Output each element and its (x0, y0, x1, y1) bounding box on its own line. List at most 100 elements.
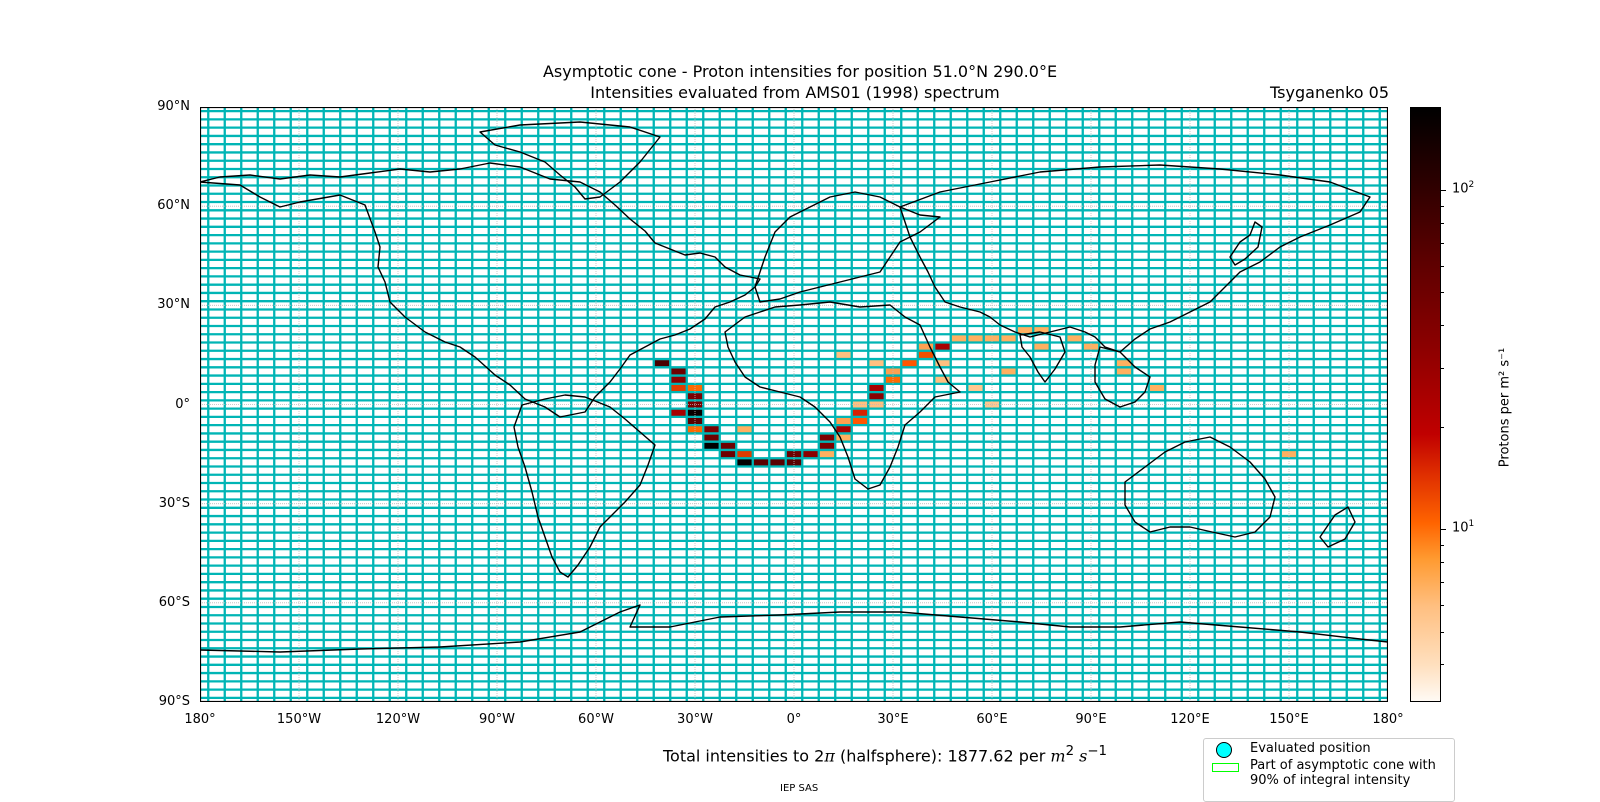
colorbar-tick-label: 102 (1452, 180, 1475, 197)
world-map-plot (200, 107, 1388, 702)
intensity-cell (703, 441, 720, 450)
intensity-cell (1082, 342, 1100, 351)
intensity-cell (653, 359, 671, 368)
map-frame (200, 107, 1388, 702)
x-tick-label: 90°W (479, 712, 515, 727)
colorbar-major-tick (1441, 529, 1446, 531)
total-unit-s: s (1079, 746, 1088, 766)
x-tick-label: 0° (786, 712, 802, 727)
intensity-cell (934, 375, 951, 384)
intensity-cell (736, 425, 753, 434)
colorbar (1410, 107, 1441, 702)
intensity-cell (719, 441, 737, 450)
intensity-cell (835, 350, 852, 360)
intensity-cell (686, 392, 704, 401)
chart-title-line2: Intensities evaluated from AMS01 (1998) … (590, 83, 1000, 102)
intensity-cell (1033, 325, 1050, 335)
y-tick-label: 90°S (158, 694, 190, 709)
colorbar-minor-tick (1441, 205, 1444, 207)
intensity-cell (983, 334, 1001, 343)
colorbar-minor-tick (1441, 427, 1444, 429)
green-rectangle-icon (1212, 763, 1239, 772)
colorbar-minor-tick (1441, 664, 1444, 666)
total-unit-m: m (1050, 746, 1066, 766)
intensity-cell (818, 441, 836, 450)
intensity-cell (785, 458, 803, 467)
colorbar-minor-tick (1441, 582, 1444, 583)
x-tick-label: 150°W (276, 712, 322, 727)
intensity-cell (719, 449, 737, 459)
colorbar-minor-tick (1441, 223, 1444, 225)
intensity-cell (785, 449, 803, 459)
colorbar-minor-tick (1441, 544, 1444, 546)
intensity-cell (901, 359, 918, 368)
intensity-cell (934, 342, 951, 351)
legend-item-evaluated-position: Evaluated position (1204, 739, 1454, 759)
x-tick-label: 180° (184, 712, 216, 727)
intensity-cell (736, 449, 753, 459)
intensity-cell (670, 408, 687, 417)
intensity-cell (802, 449, 819, 459)
intensity-cell (835, 425, 852, 434)
total-prefix: Total intensities to 2 (662, 746, 825, 766)
colorbar-label-text: Protons per m² s⁻¹ (1497, 347, 1513, 468)
total-pi: π (824, 746, 835, 766)
intensity-cell (1066, 334, 1083, 343)
x-tick-label: 30°W (677, 712, 713, 727)
intensity-cell (818, 433, 836, 442)
intensity-cell (818, 449, 836, 459)
intensity-cell (1000, 367, 1017, 376)
intensity-cell (835, 416, 852, 426)
cyan-circle-icon (1216, 742, 1232, 758)
intensity-cell (1115, 359, 1133, 368)
colorbar-label: Protons per m² s⁻¹ (1498, 318, 1513, 498)
intensity-cell (736, 458, 753, 467)
x-tick-label: 120°E (1170, 712, 1210, 727)
intensity-cell (868, 359, 885, 368)
x-tick-label: 180° (1372, 712, 1404, 727)
intensity-cell (769, 458, 786, 467)
intensity-cell (670, 383, 687, 393)
x-tick-label: 120°W (375, 712, 421, 727)
x-tick-label: 30°E (877, 712, 909, 727)
intensity-cell (703, 425, 720, 434)
intensity-cell (967, 383, 984, 393)
colorbar-minor-tick (1441, 292, 1444, 294)
y-tick-label: 30°N (157, 297, 190, 313)
intensity-cell (835, 433, 852, 442)
intensity-cell (868, 392, 885, 401)
intensity-cell (950, 334, 968, 343)
colorbar-minor-tick (1441, 367, 1444, 369)
colorbar-minor-tick (1441, 562, 1444, 564)
intensity-cell (1000, 334, 1017, 343)
intensity-cell (851, 416, 869, 426)
colorbar-minor-tick (1441, 631, 1444, 633)
intensity-cell (934, 359, 951, 368)
legend-label-evaluated-position: Evaluated position (1250, 741, 1371, 756)
intensity-cell (670, 367, 687, 376)
colorbar-minor-tick (1441, 242, 1444, 244)
colorbar-minor-tick (1441, 325, 1444, 327)
intensity-cell (917, 350, 935, 360)
intensity-cell (868, 383, 885, 393)
y-tick-label: 60°S (158, 594, 190, 610)
intensity-cell (703, 433, 720, 442)
intensity-cell (851, 408, 869, 417)
x-tick-label: 60°W (578, 712, 614, 727)
total-intensity-text: Total intensities to 2π (halfsphere): 18… (0, 744, 1600, 765)
x-tick-label: 60°E (976, 712, 1008, 727)
intensity-cell (752, 458, 770, 467)
y-tick-label: 60°N (157, 198, 190, 214)
y-tick-label: 30°S (158, 495, 190, 511)
total-unit-m-exp: 2 (1065, 744, 1075, 759)
intensity-cell (1115, 367, 1133, 376)
x-tick-label: 90°E (1075, 712, 1107, 727)
legend-item-cone-part: Part of asymptotic cone with 90% of integ… (1204, 739, 1454, 799)
total-unit-s-exp: −1 (1087, 744, 1108, 759)
intensity-cell (686, 408, 704, 417)
model-label: Tsyganenko 05 (1270, 83, 1389, 102)
intensity-cell (917, 342, 935, 351)
colorbar-minor-tick (1441, 265, 1444, 267)
colorbar-tick-label: 101 (1452, 519, 1475, 536)
y-tick-label: 90°N (157, 99, 190, 114)
